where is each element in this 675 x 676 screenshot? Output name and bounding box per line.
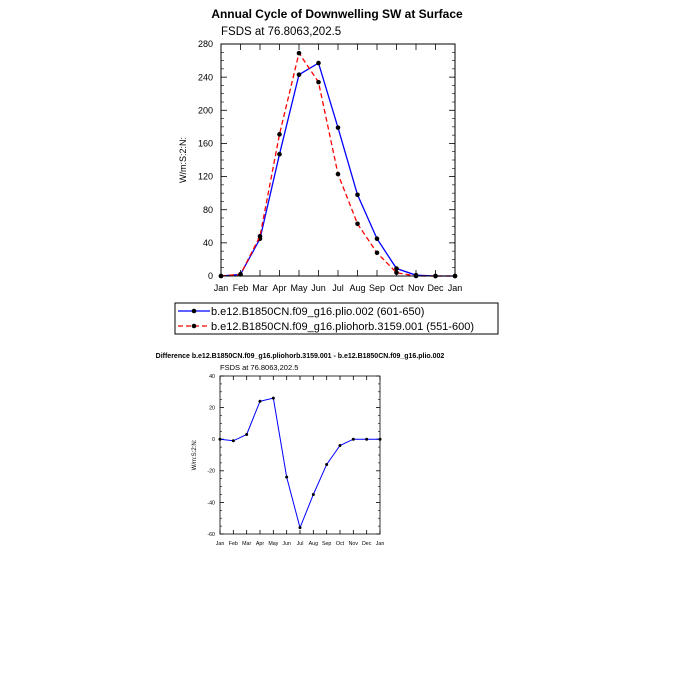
series-marks: [218, 396, 382, 530]
legend-label: b.e12.B1850CN.f09_g16.plio.002 (601-650): [211, 306, 424, 318]
x-tick-label: Feb: [229, 541, 238, 547]
x-tick-label: Jan: [214, 283, 229, 293]
y-tick-label: 160: [198, 139, 213, 149]
legend-entry-2: b.e12.B1850CN.f09_g16.pliohorb.3159.001 …: [178, 321, 474, 333]
y-tick-label: -40: [207, 500, 215, 506]
x-tick-label: Jan: [376, 541, 385, 547]
chart-title: Difference b.e12.B1850CN.f09_g16.pliohor…: [156, 353, 445, 360]
x-tick-label: Nov: [408, 283, 425, 293]
data-point: [296, 50, 302, 56]
y-axis-label: W/m:S:2:N:: [192, 439, 198, 470]
chart-subtitle: FSDS at 76.8063,202.5: [220, 363, 298, 372]
x-tick-label: Apr: [256, 541, 264, 547]
plot-frame: [220, 43, 456, 277]
x-tick-label: Dec: [362, 541, 372, 547]
data-point: [365, 437, 369, 441]
data-point: [316, 79, 321, 85]
legend: b.e12.B1850CN.f09_g16.plio.002 (601-650)…: [174, 302, 499, 335]
x-tick-label: May: [290, 283, 308, 293]
x-tick-label: Mar: [242, 541, 251, 547]
data-point: [338, 444, 342, 448]
data-point: [258, 399, 262, 403]
y-tick-label: 40: [203, 238, 213, 248]
y-tick-label: 40: [209, 374, 215, 380]
data-point: [271, 396, 275, 400]
x-tick-label: Nov: [349, 541, 359, 547]
data-point: [374, 250, 380, 256]
x-tick-label: Sep: [322, 541, 331, 547]
x-tick-label: Jan: [216, 541, 225, 547]
x-tick-label: Jan: [448, 283, 463, 293]
axis-ticks: Jan Feb Mar Apr May Jun Jul Aug Sep Oct Nov Dec Jan0…: [198, 39, 462, 293]
annual-cycle-chart: Annual Cycle of Downwelling SW at Surfac…: [174, 7, 499, 335]
data-point: [277, 151, 282, 157]
series-line: [219, 397, 380, 530]
y-tick-label: 0: [208, 271, 213, 281]
data-point: [355, 221, 360, 227]
data-point: [335, 125, 341, 130]
series-line: [220, 62, 455, 277]
chart-title: Annual Cycle of Downwelling SW at Surfac…: [211, 7, 463, 21]
data-point: [257, 233, 263, 239]
legend-label: b.e12.B1850CN.f09_g16.pliohorb.3159.001 …: [211, 321, 474, 333]
data-point: [394, 270, 399, 275]
y-axis-label: W/m:S:2:N:: [178, 137, 188, 183]
data-point: [325, 462, 329, 466]
data-point: [285, 475, 289, 479]
data-point: [311, 493, 315, 496]
legend-entry-1: b.e12.B1850CN.f09_g16.plio.002 (601-650): [178, 306, 424, 318]
difference-chart: Difference b.e12.B1850CN.f09_g16.pliohor…: [156, 353, 445, 547]
x-tick-label: Mar: [252, 283, 268, 293]
legend-box: [174, 302, 499, 335]
x-tick-label: May: [268, 541, 278, 547]
data-point: [238, 272, 243, 277]
data-point: [296, 72, 302, 77]
y-tick-label: 120: [198, 172, 213, 182]
x-tick-label: Oct: [336, 541, 345, 547]
y-tick-label: 20: [209, 405, 215, 411]
data-point: [316, 60, 321, 66]
y-tick-label: 280: [198, 39, 213, 49]
y-tick-label: 80: [203, 205, 213, 215]
x-tick-label: Dec: [427, 283, 444, 293]
data-point: [351, 437, 355, 441]
x-tick-label: Sep: [369, 283, 385, 293]
y-tick-label: -20: [207, 469, 215, 475]
y-tick-label: 0: [212, 437, 215, 443]
data-point: [335, 171, 341, 177]
x-tick-label: Apr: [272, 283, 286, 293]
x-tick-label: Jun: [282, 541, 291, 547]
series-marks: [218, 50, 458, 279]
x-tick-label: Aug: [349, 283, 365, 293]
y-tick-label: -60: [207, 532, 215, 538]
x-tick-label: Jul: [332, 283, 344, 293]
x-tick-label: Jun: [311, 283, 326, 293]
x-tick-label: Oct: [389, 283, 404, 293]
x-tick-label: Jul: [297, 541, 304, 547]
data-point: [298, 526, 302, 530]
x-tick-label: Feb: [233, 283, 249, 293]
y-tick-label: 240: [198, 72, 213, 82]
data-point: [394, 266, 399, 271]
axis-ticks: Jan Feb Mar Apr May Jun Jul Aug Sep Oct Nov Dec Jan-…: [207, 374, 384, 547]
data-point: [245, 432, 249, 436]
data-point: [277, 132, 282, 137]
data-point: [355, 192, 360, 198]
plot-frame: [219, 375, 381, 535]
x-tick-label: Aug: [309, 541, 318, 547]
series-line: [220, 51, 455, 277]
data-point: [231, 439, 235, 443]
chart-subtitle: FSDS at 76.8063,202.5: [221, 26, 341, 38]
y-tick-label: 200: [198, 105, 213, 115]
data-point: [374, 236, 380, 242]
